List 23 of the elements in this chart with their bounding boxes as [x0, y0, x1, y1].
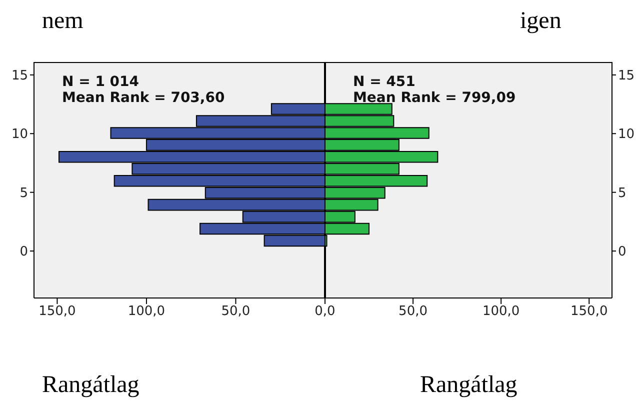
- chart-title: igen: [520, 8, 562, 35]
- y-tick-label: 5: [20, 186, 28, 201]
- x-tick-label: 50,0: [398, 304, 428, 320]
- x-axis-title: Rangátlag: [42, 372, 140, 399]
- y-tick-label: 0: [20, 244, 28, 260]
- x-axis-title: Rangátlag: [420, 372, 518, 399]
- annotation: Mean Rank = 703,60: [62, 90, 225, 106]
- x-tick-label: 100,0: [482, 304, 520, 320]
- annotation: Mean Rank = 799,09: [353, 90, 516, 106]
- y-tick-label: 10: [618, 127, 635, 142]
- x-tick-label: 150,0: [570, 304, 608, 320]
- y-tick-label: 15: [11, 68, 28, 84]
- x-tick-label: 50,0: [221, 304, 250, 320]
- y-tick-label: 0: [618, 244, 626, 260]
- y-tick-label: 5: [618, 186, 626, 201]
- annotation: N = 451: [353, 74, 416, 90]
- y-tick-label: 10: [11, 127, 28, 142]
- y-tick-label: 15: [618, 68, 635, 84]
- x-tick-label: 150,0: [38, 304, 76, 320]
- x-tick-label: 100,0: [128, 304, 166, 320]
- x-tick-label: 0,0: [314, 304, 336, 320]
- annotation: N = 1 014: [62, 74, 140, 90]
- chart-title: nem: [42, 8, 84, 35]
